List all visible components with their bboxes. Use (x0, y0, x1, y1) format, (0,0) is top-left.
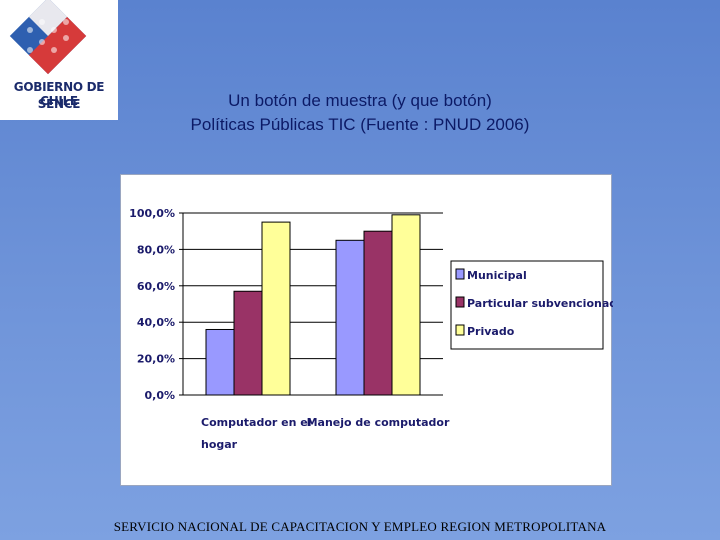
logo-text-line1: GOBIERNO DE CHILE (13, 80, 105, 108)
x-category-label: Manejo de computador (307, 416, 450, 429)
bar-chart: 0,0% 20,0% 40,0% 60,0% 80,0% 100,0% Computador… (129, 207, 613, 451)
y-tick-label: 100,0% (129, 207, 175, 220)
bar-privado (261, 221, 291, 396)
y-tick-label: 80,0% (137, 243, 175, 256)
bar-municipal (335, 239, 365, 396)
x-category-label: hogar (201, 438, 238, 451)
bar-particular-subvencionado (233, 290, 263, 396)
legend-swatch (455, 268, 465, 280)
legend-label: Privado (467, 325, 515, 338)
y-tick-label: 20,0% (137, 353, 175, 366)
legend-label: Municipal (467, 269, 527, 282)
logo-emblem-icon (9, 0, 87, 75)
logo-text-line2: SENCE (37, 97, 81, 111)
legend-swatch (455, 324, 465, 336)
legend-label: Particular subvencionado (467, 297, 613, 310)
slide-title-line2: Políticas Públicas TIC (Fuente : PNUD 20… (190, 115, 530, 134)
x-category-label: Computador en el (201, 416, 312, 429)
bar-privado (391, 214, 421, 396)
y-tick-label: 40,0% (137, 316, 175, 329)
gobierno-de-chile-logo: GOBIERNO DE CHILE SENCE (0, 0, 118, 120)
legend-box (450, 260, 604, 350)
chart-panel: 0,0% 20,0% 40,0% 60,0% 80,0% 100,0% Computador… (120, 174, 613, 486)
y-tick-label: 60,0% (137, 280, 175, 293)
footer-text: SERVICIO NACIONAL DE CAPACITACION Y EMPL… (113, 519, 607, 534)
legend-swatch (455, 296, 465, 308)
slide-title-line1: Un botón de muestra (y que botón) (228, 91, 492, 110)
bar-particular-subvencionado (363, 230, 393, 396)
bar-municipal (205, 328, 235, 396)
y-tick-label: 0,0% (144, 389, 175, 402)
